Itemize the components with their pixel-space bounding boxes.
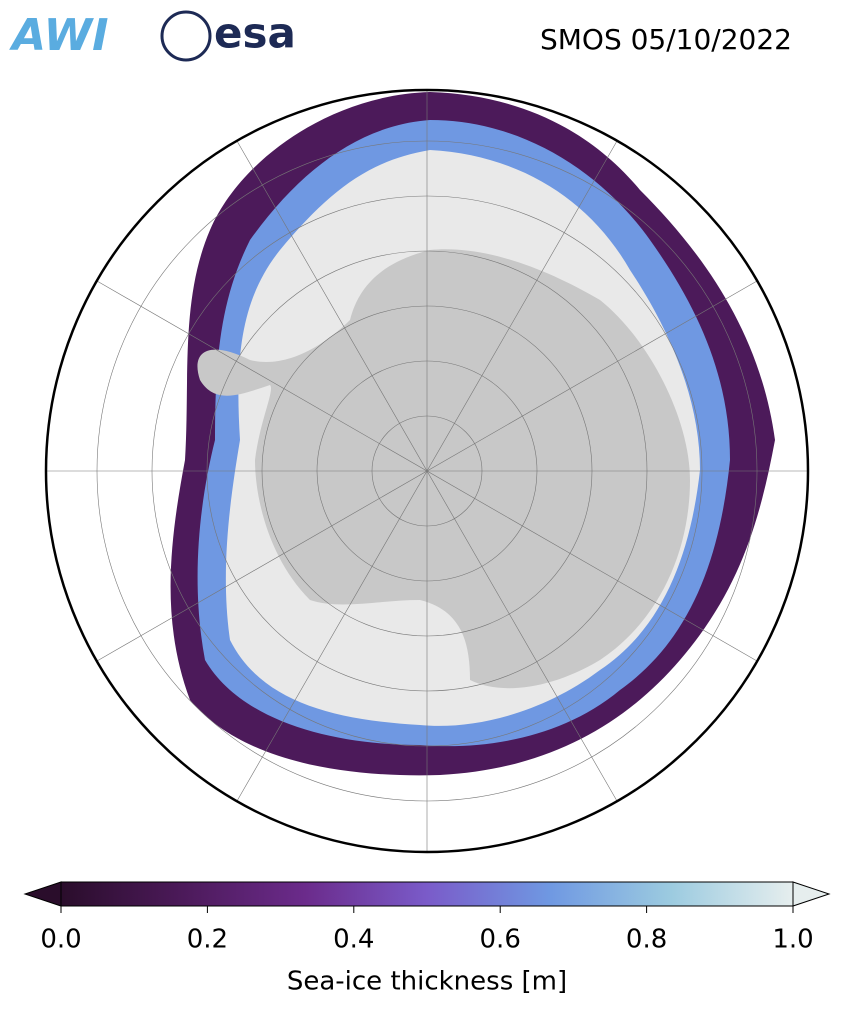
tick-label: 0.2: [187, 925, 228, 955]
colorbar: 0.0 0.2 0.4 0.6 0.8 1.0: [23, 881, 831, 955]
colorbar-label: Sea-ice thickness [m]: [287, 967, 567, 997]
logo-awi: AWI: [9, 10, 109, 61]
map-boundary: [44, 88, 810, 854]
map: [46, 90, 808, 852]
tick-label: 0.6: [480, 925, 521, 955]
logo-esa-mark: [160, 10, 212, 62]
extend-high: [792, 881, 831, 907]
colorbar-gradient: [60, 881, 794, 907]
title: SMOS 05/10/2022: [540, 23, 792, 56]
tick-label: 0.4: [333, 925, 374, 955]
tick-label: 0.8: [626, 925, 667, 955]
tick-label: 1.0: [772, 925, 813, 955]
extend-low: [23, 881, 62, 907]
logo-esa: esa: [214, 9, 296, 58]
antarctica: [197, 249, 690, 689]
graticule: [46, 90, 808, 852]
tick-label: 0.0: [40, 925, 81, 955]
